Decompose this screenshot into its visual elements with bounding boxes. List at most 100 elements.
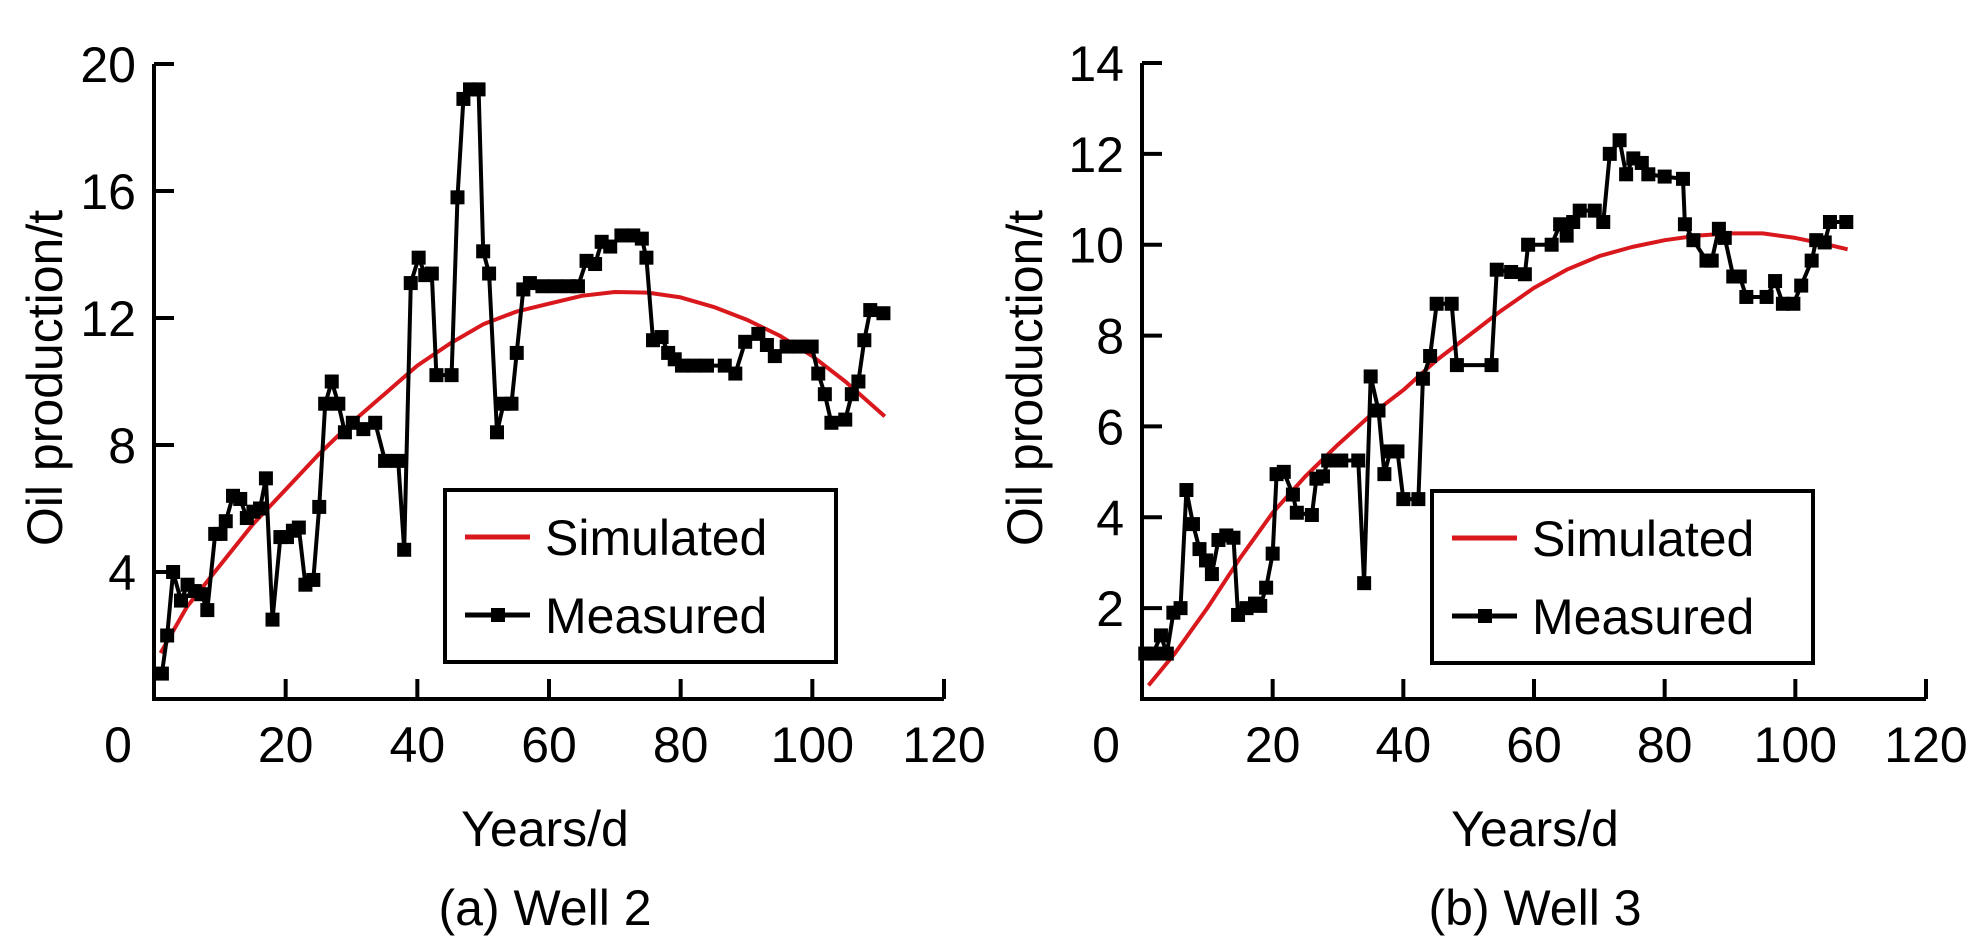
y-tick-label: 2	[1096, 581, 1124, 637]
measured-point	[1423, 349, 1438, 364]
y-tick-label: 4	[1096, 490, 1124, 546]
measured-point	[738, 334, 753, 349]
measured-point	[471, 82, 486, 97]
measured-point	[1429, 296, 1444, 311]
legend-measured-label: Measured	[545, 588, 767, 644]
measured-point	[522, 276, 537, 291]
measured-point	[1192, 542, 1207, 557]
measured-point	[265, 612, 280, 627]
measured-point	[767, 349, 782, 364]
measured-point	[1199, 553, 1214, 568]
measured-point	[160, 628, 175, 643]
panel-well2: Simulated Measured 4 8 12 16 20 0 20 40 60 80 100 1…	[17, 37, 986, 936]
measured-point	[1596, 215, 1611, 229]
measured-point	[811, 366, 826, 381]
measured-point	[1759, 289, 1774, 304]
y-axis-label: Oil production/t	[17, 210, 73, 546]
measured-point	[1321, 453, 1336, 468]
measured-point	[603, 239, 618, 254]
measured-point	[1146, 646, 1161, 661]
legend: Simulated Measured	[1430, 489, 1815, 665]
measured-point	[1822, 215, 1837, 229]
legend-measured-label: Measured	[1532, 589, 1754, 645]
panel-caption: (a) Well 2	[438, 880, 651, 936]
measured-point	[1315, 469, 1330, 484]
measured-point	[838, 412, 853, 427]
measured-point	[312, 499, 327, 514]
panel-well3: Simulated Measured 2 4 6 8 10 12 14 0 20 40 60 80 10…	[997, 36, 1968, 936]
measured-point	[331, 396, 346, 411]
measured-point	[1173, 601, 1188, 616]
x-tick-label: 80	[653, 717, 709, 773]
measured-point	[804, 339, 819, 354]
x-tick-label: 0	[104, 717, 132, 773]
measured-point	[233, 491, 248, 506]
measured-point	[291, 520, 306, 535]
measured-point	[1612, 133, 1627, 148]
legend-measured-marker-icon	[491, 608, 505, 622]
measured-point	[844, 387, 859, 402]
measured-point	[1739, 289, 1754, 304]
measured-point	[1504, 264, 1519, 279]
measured-point	[378, 453, 393, 468]
measured-point	[1634, 155, 1649, 170]
measured-point	[1641, 167, 1656, 182]
x-tick-label: 100	[771, 717, 854, 773]
measured-point	[1489, 262, 1504, 277]
measured-point	[1415, 371, 1430, 386]
x-tick-label: 0	[1092, 717, 1120, 773]
x-axis-label: Years/d	[461, 801, 629, 857]
measured-point	[1794, 278, 1809, 293]
measured-point	[444, 368, 459, 383]
x-tick-label: 80	[1637, 717, 1693, 773]
measured-point	[1449, 358, 1464, 373]
measured-point	[482, 266, 497, 281]
measured-point	[489, 425, 504, 440]
measured-point	[1732, 269, 1747, 284]
measured-point	[548, 279, 563, 294]
x-tick-label: 120	[902, 717, 985, 773]
measured-point	[1602, 146, 1617, 161]
measured-point	[324, 374, 339, 389]
measured-point	[345, 415, 360, 430]
measured-point	[403, 276, 418, 291]
measured-point	[450, 190, 465, 205]
y-tick-label: 10	[1068, 218, 1124, 274]
measured-point	[1786, 296, 1801, 311]
measured-point	[686, 358, 701, 373]
measured-point	[1351, 453, 1366, 468]
y-tick-label: 8	[1096, 309, 1124, 365]
measured-point	[535, 279, 550, 294]
measured-point	[200, 603, 215, 618]
measured-point	[173, 593, 188, 608]
measured-point	[1686, 233, 1701, 248]
measured-point	[634, 231, 649, 246]
measured-point	[1704, 253, 1719, 268]
legend-simulated-label: Simulated	[545, 510, 767, 566]
measured-point	[1484, 358, 1499, 373]
measured-point	[1817, 235, 1832, 250]
x-tick-label: 60	[521, 717, 577, 773]
measured-point	[258, 471, 273, 486]
legend-box	[443, 488, 838, 664]
measured-point	[1587, 203, 1602, 218]
measured-point	[252, 501, 267, 516]
x-tick-label: 20	[1245, 717, 1301, 773]
measured-point	[1675, 171, 1690, 186]
measured-point	[1153, 628, 1168, 643]
measured-point	[1544, 237, 1559, 252]
measured-point	[1363, 369, 1378, 384]
legend: Simulated Measured	[443, 488, 838, 664]
measured-point	[876, 306, 891, 321]
measured-point	[424, 266, 439, 281]
measured-point	[429, 368, 444, 383]
measured-point	[1371, 403, 1386, 418]
measured-point	[817, 387, 832, 402]
measured-point	[504, 396, 519, 411]
measured-point	[397, 542, 412, 557]
measured-point	[1265, 546, 1280, 561]
measured-point	[391, 453, 406, 468]
panel-caption: (b) Well 3	[1428, 880, 1641, 936]
measured-point	[213, 526, 228, 541]
y-tick-label: 14	[1068, 36, 1124, 92]
